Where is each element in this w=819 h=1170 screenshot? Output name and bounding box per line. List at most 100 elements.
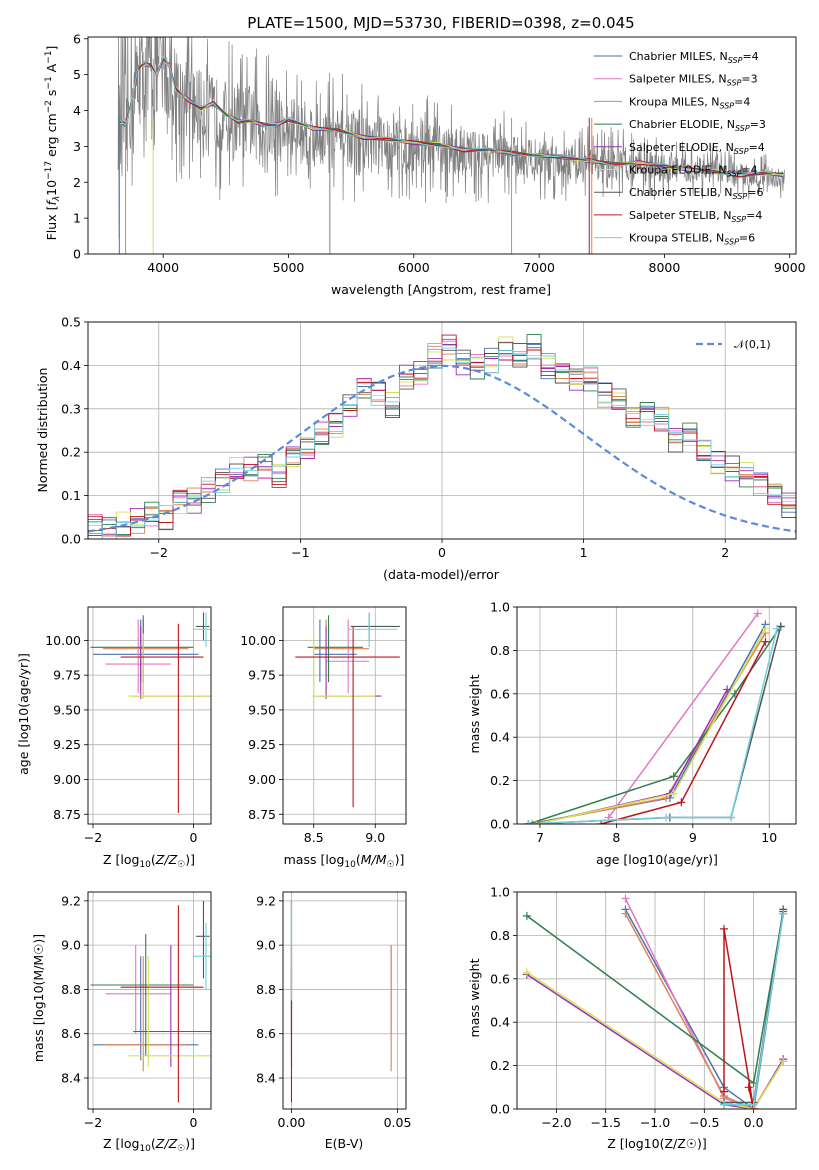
- age-vs-mass-panel-plot: [295, 612, 400, 808]
- mass-weight-marker: [761, 624, 770, 633]
- age-vs-mass-panel-frame: [282, 606, 407, 825]
- x-tick-label: −1.5: [591, 1115, 621, 1130]
- hist-xlabel: (data-model)/error: [383, 567, 500, 582]
- y-tick-label: 3: [73, 139, 81, 154]
- y-tick-label: 0.1: [61, 488, 81, 503]
- y-tick-label: 0.0: [61, 532, 81, 547]
- mass-weight-marker: [621, 909, 630, 918]
- mass-weight-line: [528, 628, 778, 824]
- ebv-xlabel: E(B-V): [325, 1136, 364, 1151]
- legend-label: Kroupa STELIB, NSSP=6: [629, 232, 755, 247]
- age-vs-z-panel-plot: [90, 612, 211, 813]
- mass-weight-marker: [753, 609, 762, 618]
- x-tick-label: 2: [721, 545, 729, 560]
- massweight-vs-z-panel-axes: −2.0 −1.5 −1.0 −0.5 0.0 0.0 0.2 0.4 0.6 0.8 1.0: [490, 885, 797, 1130]
- mass-weight-marker: [662, 813, 671, 822]
- y-tick-label: 9.00: [248, 772, 276, 787]
- y-tick-label: 9.75: [53, 668, 81, 683]
- legend-label: Chabrier ELODIE, NSSP=3: [629, 118, 766, 133]
- x-tick-label: 0: [438, 545, 446, 560]
- y-tick-label: 9.50: [248, 702, 276, 717]
- mass-weight-marker: [669, 772, 678, 781]
- y-tick-label: 0.2: [490, 1058, 510, 1073]
- x-tick-label: −0.5: [689, 1115, 719, 1130]
- y-tick-label: 8.8: [256, 982, 276, 997]
- x-tick-label: 7: [536, 830, 544, 845]
- mass-weight-marker: [720, 924, 729, 933]
- spectrum-panel-axes: 4000 5000 6000 7000 8000 9000 0 1 2 3 4 5 6: [73, 31, 806, 275]
- histogram-step: [88, 334, 796, 536]
- mass-vs-z-panel-plot: [90, 900, 211, 1103]
- gaussian-legend-label: 𝒩(0,1): [734, 338, 771, 351]
- legend-label: Salpeter MILES, NSSP=3: [629, 73, 758, 88]
- y-tick-label: 9.50: [53, 702, 81, 717]
- mass-weight-line: [528, 626, 782, 824]
- observed-spectrum: [117, 37, 786, 239]
- x-tick-label: 6000: [398, 260, 430, 275]
- massweight-vs-age-panel-axes: 7 8 9 10 0.0 0.2 0.4 0.6 0.8 1.0: [490, 600, 797, 845]
- massweight-vs-age-panel: 7 8 9 10 0.0 0.2 0.4 0.6 0.8 1.0: [490, 600, 797, 845]
- massweight-age-xlabel: age [log10(age/yr)]: [596, 852, 718, 867]
- age-vs-mass-panel: 8.5 9.0 8.75 9.00 9.25 9.50 9.75 10.00: [240, 606, 407, 845]
- y-tick-label: 6: [73, 31, 81, 46]
- mass-weight-marker: [772, 624, 781, 633]
- legend-label: Kroupa MILES, NSSP=4: [629, 95, 750, 110]
- y-tick-label: 1.0: [490, 885, 510, 900]
- mass-vs-z-panel-frame: [87, 891, 212, 1110]
- y-tick-label: 1: [73, 211, 81, 226]
- y-tick-label: 2: [73, 175, 81, 190]
- mass-weight-marker: [669, 789, 678, 798]
- age-vs-z-panel-grid: [88, 607, 211, 824]
- legend-label: Chabrier MILES, NSSP=4: [629, 50, 759, 65]
- hist-ylabel: Normed distribution: [35, 368, 50, 493]
- spectrum-xlabel: wavelength [Angstrom, rest frame]: [331, 282, 551, 297]
- massweight-age-ylabel: mass weight: [467, 674, 482, 753]
- x-tick-label: −2.0: [541, 1115, 571, 1130]
- mass-weight-marker: [779, 1057, 788, 1066]
- y-tick-label: 10.00: [240, 633, 276, 648]
- x-tick-label: 7000: [523, 260, 555, 275]
- y-tick-label: 0.2: [61, 445, 81, 460]
- y-tick-label: 8.8: [61, 982, 81, 997]
- mass-vs-ebv-panel: 0.00 0.05 8.4 8.6 8.8 9.0 9.2: [256, 891, 411, 1130]
- x-tick-label: 10: [761, 830, 777, 845]
- y-tick-label: 0.8: [490, 643, 510, 658]
- histogram-step: [88, 334, 796, 537]
- x-tick-label: −1: [291, 545, 309, 560]
- massweight-z-ylabel: mass weight: [467, 958, 482, 1037]
- mass-weight-marker: [524, 820, 533, 824]
- spectrum-title: PLATE=1500, MJD=53730, FIBERID=0398, z=0…: [247, 14, 634, 32]
- y-tick-label: 0.5: [61, 315, 81, 330]
- y-tick-label: 8.75: [53, 807, 81, 822]
- x-tick-label: 8.5: [304, 830, 324, 845]
- age-vs-z-panel-axes: −2 0 8.75 9.00 9.25 9.50 9.75 10.00: [45, 606, 212, 845]
- model-spectrum-line: [118, 55, 784, 177]
- y-tick-label: 0.6: [490, 971, 510, 986]
- mass-weight-marker: [677, 798, 686, 807]
- mass-weight-marker: [532, 820, 541, 824]
- massweight-vs-z-panel-frame: [516, 891, 797, 1110]
- histogram-panel-plot: [88, 334, 796, 539]
- y-tick-label: 0.0: [490, 1102, 510, 1117]
- x-tick-label: 5000: [273, 260, 305, 275]
- histogram-panel-axes: −2 −1 0 1 2 0.0 0.1 0.2 0.3 0.4 0.5: [61, 315, 797, 560]
- x-tick-label: 0: [189, 1115, 197, 1130]
- mass-weight-line: [723, 928, 755, 1109]
- mass-vs-z-panel-grid: [88, 892, 211, 1109]
- y-tick-label: 0.3: [61, 401, 81, 416]
- massweight-vs-z-panel-grid: [517, 891, 796, 1110]
- y-tick-label: 9.2: [256, 893, 276, 908]
- legend-label: Chabrier STELIB, NSSP=6: [629, 186, 763, 201]
- spectrum-legend: Chabrier MILES, NSSP=4 Salpeter MILES, NS…: [594, 50, 766, 247]
- legend-label: Salpeter STELIB, NSSP=4: [629, 209, 762, 224]
- histogram-panel-frame: [87, 321, 797, 540]
- mass-weight-marker: [522, 968, 531, 977]
- x-tick-label: −2: [84, 1115, 102, 1130]
- spectrum-panel-plot: [117, 37, 786, 254]
- y-tick-label: 0.4: [490, 1015, 510, 1030]
- x-tick-label: 9.0: [365, 830, 385, 845]
- y-tick-label: 9.25: [53, 737, 81, 752]
- age-z-ylabel: age [log10(age/yr)]: [16, 653, 31, 775]
- x-tick-label: 0: [189, 830, 197, 845]
